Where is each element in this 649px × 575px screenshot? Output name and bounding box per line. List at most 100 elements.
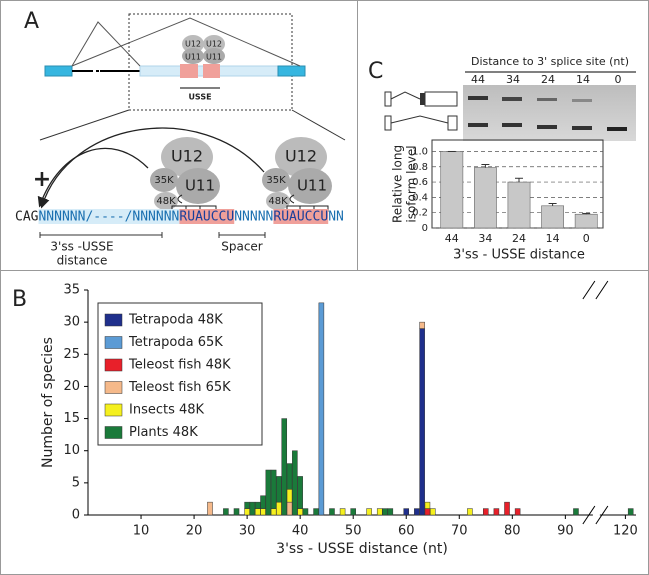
gel-title: Distance to 3' splice site (nt): [471, 55, 629, 68]
legend-swatch: [104, 381, 123, 394]
bar-segment: [483, 508, 489, 516]
x-tick-label: 14: [546, 232, 560, 245]
axis-break: [582, 280, 596, 300]
bar-segment: [260, 508, 266, 516]
legend-swatch: [104, 358, 123, 372]
bar-segment: [254, 501, 261, 509]
u11-label: U11: [185, 177, 215, 195]
sequence-bg: [179, 209, 235, 224]
bar-segment: [297, 508, 303, 516]
legend-swatch: [104, 426, 123, 439]
legend-label: Teleost fish 65K: [128, 380, 231, 395]
y-tick-label: 0.4: [412, 192, 428, 203]
y-tick-label: 30: [63, 315, 80, 330]
x-tick-label: 40: [292, 524, 309, 539]
snrnp-label: U11: [206, 53, 222, 62]
lane-label: 14: [576, 73, 590, 86]
lane-label: 24: [541, 73, 555, 86]
legend-label: Insects 48K: [129, 403, 205, 418]
y-axis-label: isoform level: [405, 145, 419, 222]
bar-segment: [281, 418, 288, 516]
x-tick-label: 34: [478, 232, 492, 245]
x-tick-label: 80: [504, 524, 521, 539]
bar-segment: [276, 476, 282, 503]
x-tick-label: 20: [186, 524, 203, 539]
bar-segment: [350, 508, 356, 516]
bar-segment: [504, 501, 510, 516]
legend-label: Tetrapoda 65K: [128, 335, 223, 350]
bar-segment: [207, 501, 213, 516]
u12-label: U12: [285, 147, 317, 166]
bar: [507, 181, 531, 229]
bar-segment: [414, 508, 420, 516]
legend-swatch: [104, 313, 123, 327]
sequence-segment: RUAUCCU: [273, 210, 328, 225]
bar-segment: [244, 501, 250, 509]
panel-label: C: [368, 59, 383, 84]
y-tick-label: 0.2: [412, 208, 428, 219]
bar-segment: [297, 476, 303, 509]
bar-segment: [286, 463, 293, 490]
distance-label: 3'ss -USSE: [50, 240, 113, 254]
bar-segment: [249, 501, 256, 516]
bar-segment: [292, 450, 298, 516]
bar: [474, 167, 497, 229]
35k-label: 35K: [266, 175, 286, 186]
y-tick-label: 10: [63, 443, 80, 458]
bar-segment: [286, 501, 293, 516]
gel-image: [384, 71, 636, 141]
35k-label: 35K: [154, 175, 174, 186]
48k-label: 48K: [268, 196, 288, 207]
bar-segment: [265, 469, 272, 516]
snrnp-label: U12: [206, 40, 222, 49]
bar-segment: [382, 508, 388, 516]
y-tick-label: 0: [422, 223, 428, 234]
y-tick-label: 20: [63, 379, 80, 394]
bar-segment: [366, 508, 372, 516]
bar-segment: [260, 495, 266, 509]
x-tick-label: 10: [133, 524, 150, 539]
x-tick-label: 30: [239, 524, 256, 539]
panel-label: B: [12, 287, 27, 312]
48k-label: 48K: [156, 196, 176, 207]
x-axis-label: 3'ss - USSE distance: [453, 248, 585, 263]
panel-label: A: [24, 9, 39, 34]
bar-segment: [313, 508, 319, 516]
bar-segment: [302, 508, 309, 516]
sequence-segment: NN: [328, 210, 344, 225]
lane-label: 44: [471, 73, 485, 86]
bar-segment: [493, 508, 500, 516]
bar-segment: [270, 469, 277, 509]
y-tick-label: 0.8: [412, 162, 428, 173]
bar: [541, 205, 564, 229]
bar-segment: [573, 508, 579, 516]
plus-sign: +: [33, 167, 51, 192]
y-tick-label: 15: [63, 411, 80, 426]
bar-segment: [387, 508, 394, 516]
bar-segment: [424, 501, 431, 509]
legend-box: [97, 302, 263, 446]
y-tick-label: 35: [63, 283, 80, 298]
x-tick-label: 44: [445, 232, 459, 245]
sequence-segment: RUAUCCU: [179, 210, 234, 225]
bar-segment: [429, 508, 436, 516]
bar-segment: [376, 508, 383, 516]
y-axis-label: Relative long: [391, 145, 405, 223]
x-tick-label: 50: [345, 524, 362, 539]
x-tick-label: 24: [512, 232, 526, 245]
x-tick-label: 0: [583, 232, 590, 245]
legend-label: Teleost fish 48K: [128, 358, 231, 373]
axis-break: [582, 505, 596, 525]
bar: [440, 151, 464, 229]
y-tick-label: 25: [63, 347, 80, 362]
lane-label: 0: [615, 73, 622, 86]
y-tick-label: 1.0: [412, 146, 428, 157]
x-axis-label: 3'ss - USSE distance (nt): [276, 541, 448, 557]
usse-label: USSE: [188, 93, 211, 102]
bar-segment: [270, 508, 277, 516]
sequence: CAG NNNNNN/----/NNNNNN RUAUCCU NNNNN RUAUCCU…: [15, 209, 344, 225]
gene-diagram: [37, 13, 346, 238]
bar-segment: [223, 508, 229, 516]
bar-segment: [329, 508, 335, 516]
